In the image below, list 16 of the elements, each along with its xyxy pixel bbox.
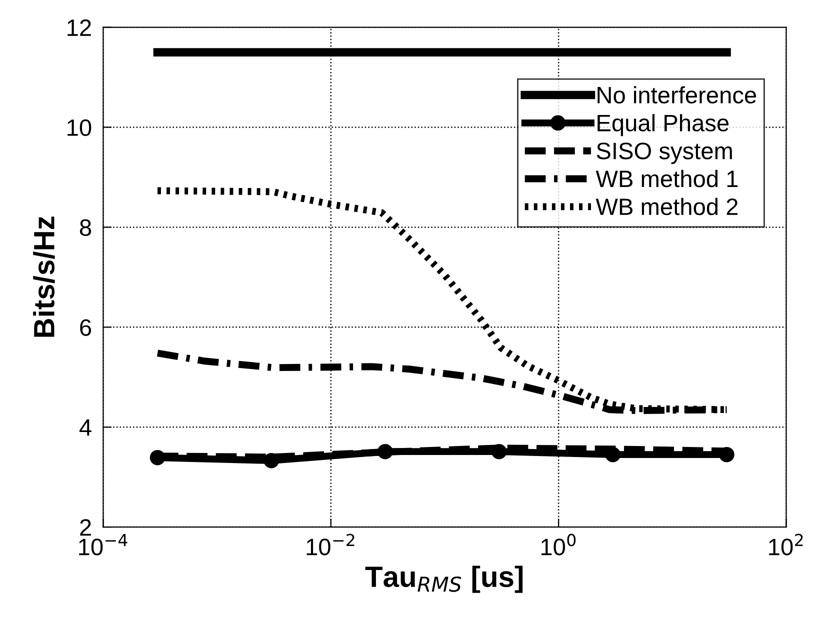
x-tick-label: 10$^{−2}$ <box>306 534 354 556</box>
x-tick-label: 10$^{0}$ <box>541 534 576 556</box>
x-axis-title: Tau$_{RMS}$ [us] <box>365 566 523 593</box>
legend-label: WB method 1 <box>596 170 738 188</box>
y-axis-title: Bits/s/Hz <box>33 216 55 337</box>
y-tick-label: 2 <box>80 519 91 536</box>
y-tick-label: 8 <box>80 219 92 236</box>
y-tick-label: 10 <box>68 119 92 136</box>
y-tick-label: 12 <box>68 19 91 36</box>
legend-label: SISO system <box>596 142 732 164</box>
y-tick-label: 6 <box>80 319 92 336</box>
legend-label: No interference <box>598 86 756 104</box>
x-tick-label: 10$^{2}$ <box>769 534 803 556</box>
legend-label: WB method 2 <box>596 198 738 216</box>
y-tick-label: 4 <box>79 419 92 436</box>
legend-label: Equal Phase <box>598 114 729 136</box>
